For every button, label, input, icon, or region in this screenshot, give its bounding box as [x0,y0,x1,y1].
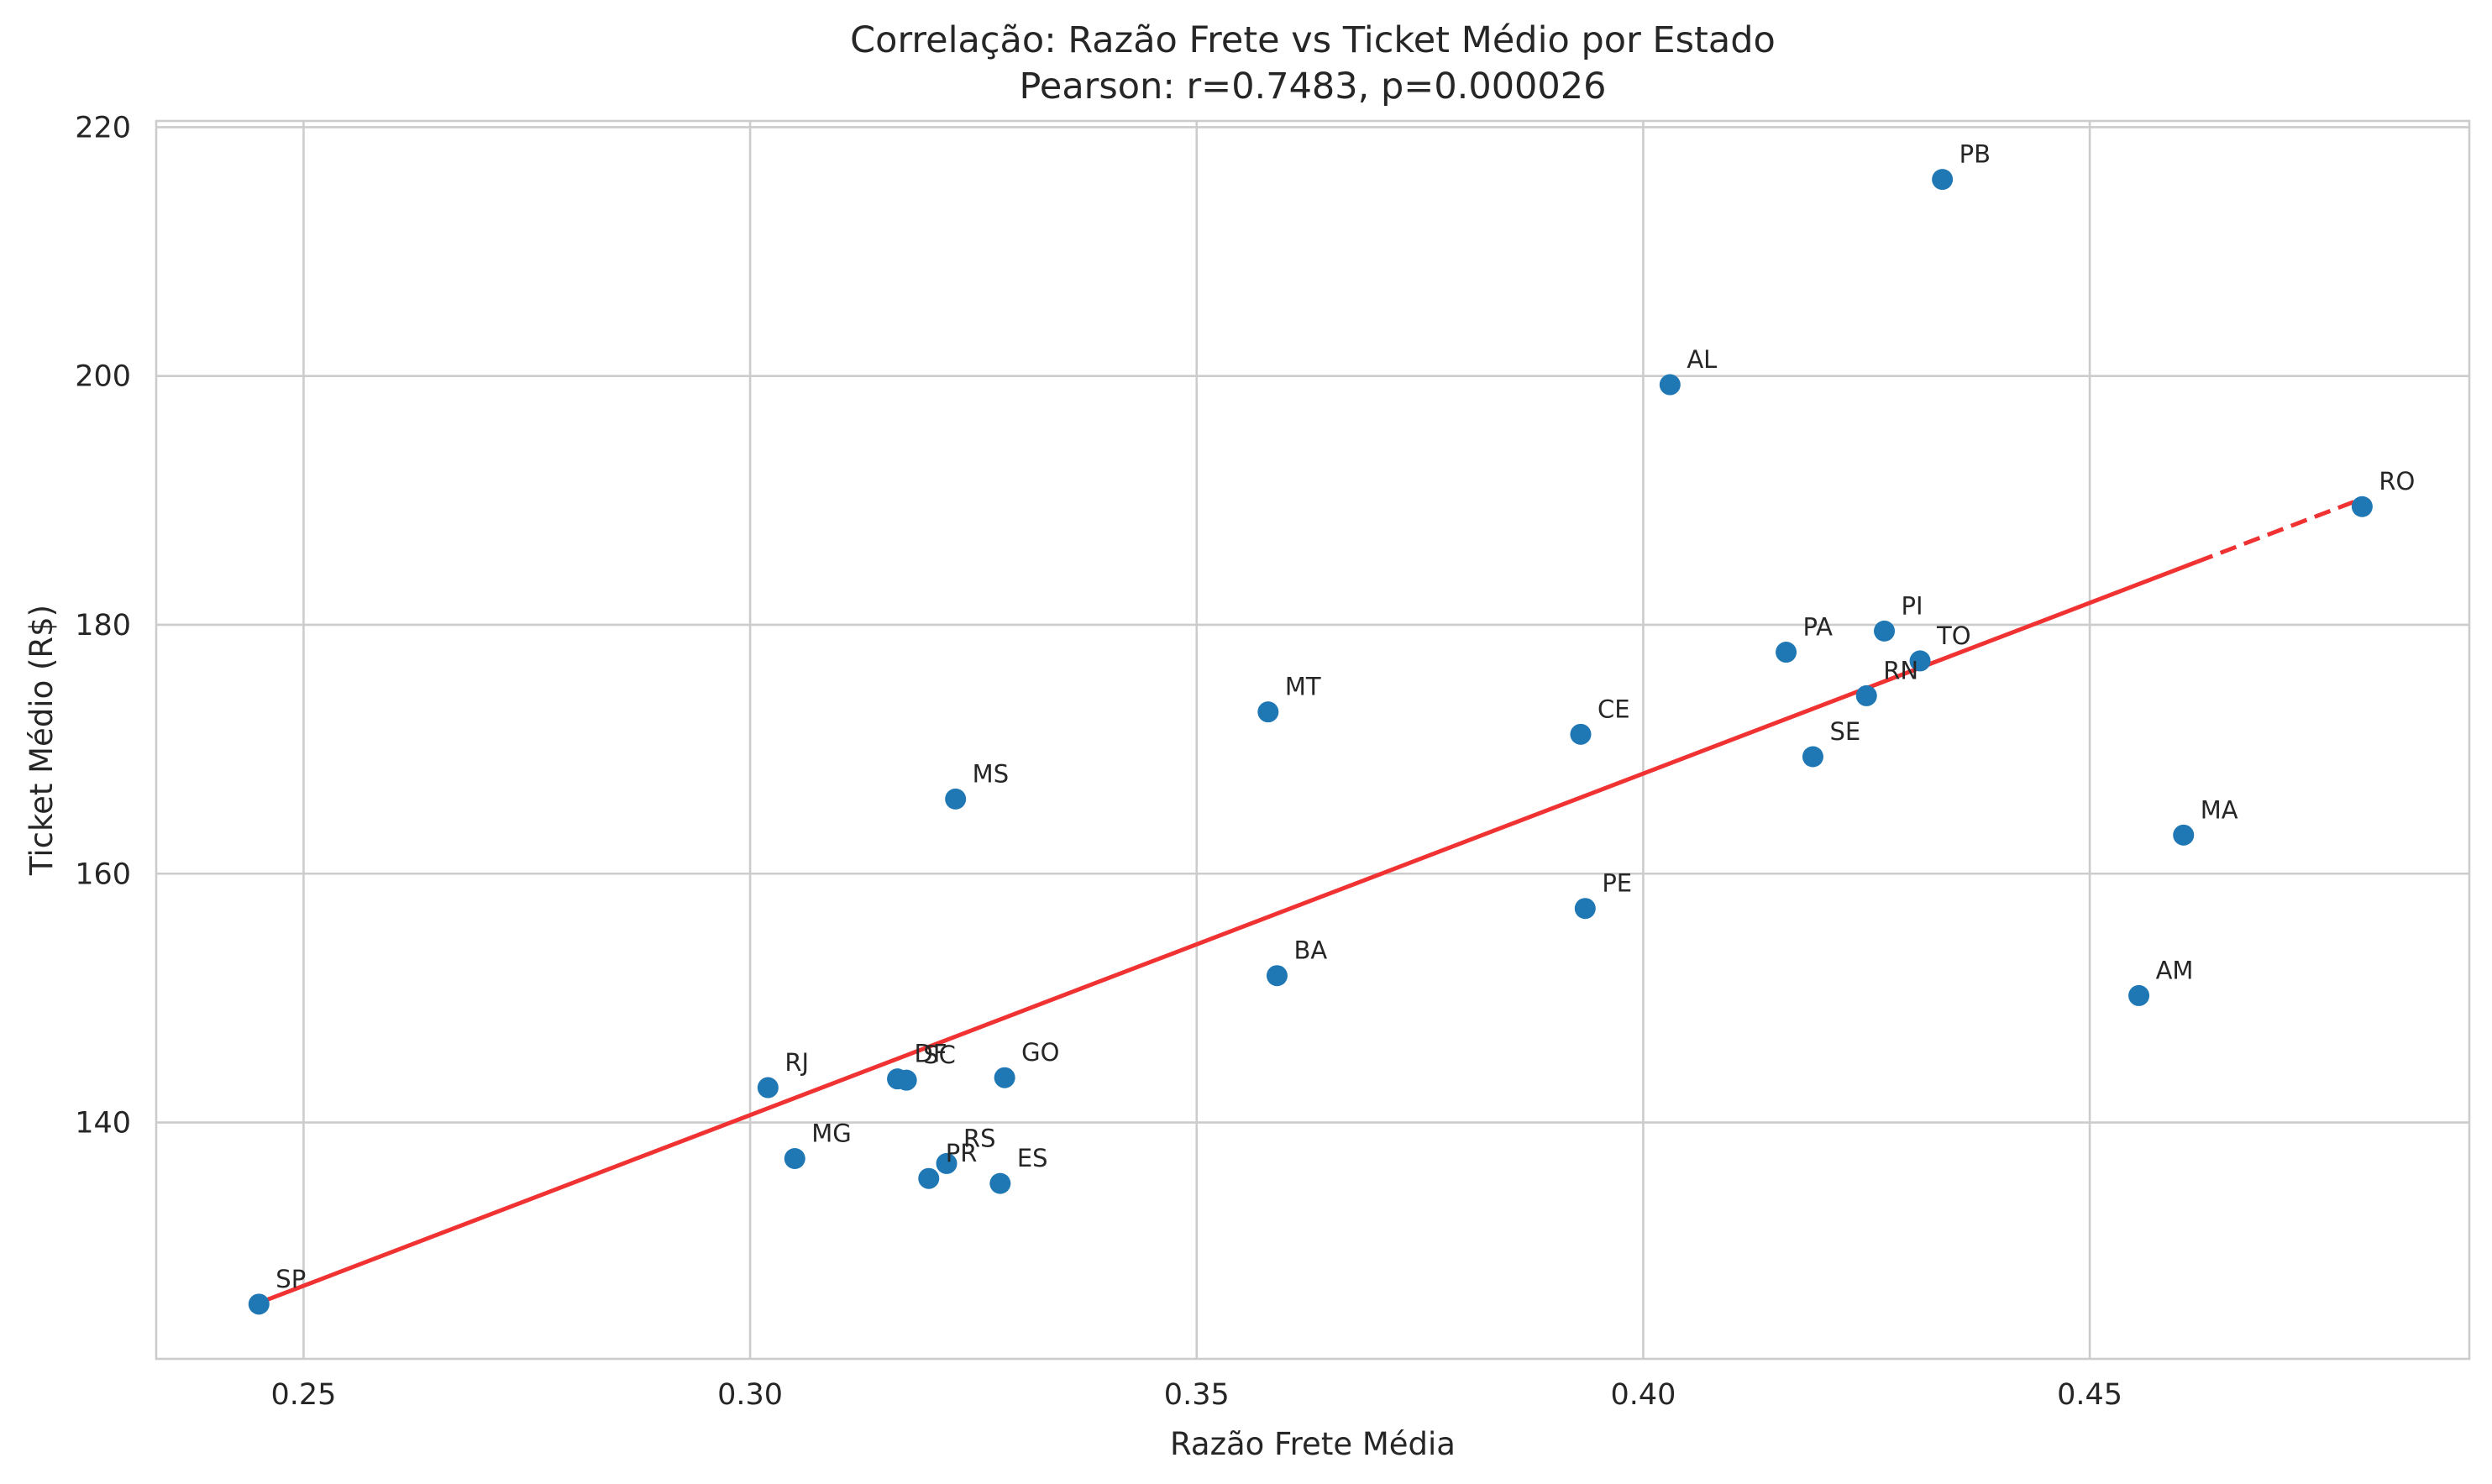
x-tick-label: 0.40 [1610,1378,1676,1412]
chart-subtitle: Pearson: r=0.7483, p=0.000026 [1019,66,1606,107]
x-axis-label: Razão Frete Média [1170,1426,1456,1462]
data-point-pi [1874,620,1896,642]
y-tick-label: 180 [75,609,131,642]
point-label-ce: CE [1598,695,1630,723]
data-point-sc [895,1069,917,1091]
axis-ticks: 0.25 0.30 0.35 0.40 0.45 140 160 180 200 220 [75,111,2122,1412]
data-point-rs [936,1152,957,1174]
point-label-am: AM [2156,956,2194,984]
x-tick-label: 0.25 [270,1378,336,1412]
point-label-mt: MT [1285,673,1321,701]
y-tick-label: 220 [75,111,131,144]
data-point-pb [1932,169,1954,191]
point-label-go: GO [1021,1038,1059,1067]
data-point-am [2128,984,2150,1006]
data-point-al [1659,374,1681,396]
y-tick-label: 160 [75,857,131,891]
trend-line-group [258,498,2358,1305]
data-point-rj [757,1077,779,1099]
data-points [248,169,2373,1315]
trend-line [258,559,2198,1305]
grid [156,121,2469,1359]
x-tick-label: 0.30 [717,1378,783,1412]
point-label-mg: MG [811,1119,852,1147]
point-label-pe: PE [1602,869,1632,898]
point-label-ms: MS [973,759,1009,788]
data-point-go [994,1067,1015,1088]
data-point-mg [784,1147,805,1169]
point-label-pb: PB [1959,140,1991,169]
y-tick-label: 200 [75,360,131,394]
point-label-rs: RS [963,1124,996,1152]
data-point-ma [2173,824,2195,846]
point-label-sc: SC [923,1041,956,1069]
chart-title: Correlação: Razão Frete vs Ticket Médio … [850,19,1776,61]
point-label-sp: SP [275,1265,306,1293]
y-axis-label: Ticket Médio (R$) [24,605,60,876]
x-tick-label: 0.35 [1164,1378,1230,1412]
point-label-pr: PR [946,1139,978,1167]
data-point-ro [2351,496,2373,517]
data-point-es [989,1172,1011,1194]
y-tick-label: 140 [75,1107,131,1141]
data-point-ce [1570,723,1592,745]
point-label-ma: MA [2201,795,2238,824]
plot-area-frame [155,119,2471,1361]
point-label-es: ES [1017,1144,1048,1172]
data-point-se [1802,746,1823,768]
point-label-ba: BA [1293,936,1327,965]
point-label-se: SE [1829,717,1860,746]
data-point-ms [945,788,967,810]
point-label-pa: PA [1803,613,1834,642]
point-label-df: DF [915,1040,947,1068]
point-label-pi: PI [1902,591,1923,620]
data-point-pe [1574,898,1596,920]
data-point-pa [1776,642,1797,663]
point-label-to: TO [1936,621,1971,650]
data-point-pr [918,1167,940,1189]
trend-line-dashed [2196,498,2358,564]
point-label-al: AL [1687,345,1717,374]
data-point-mt [1257,701,1279,723]
data-point-ba [1266,965,1288,987]
data-point-rn [1855,684,1877,706]
x-tick-label: 0.45 [2057,1378,2122,1412]
data-point-to [1909,650,1931,672]
data-point-sp [248,1293,270,1315]
point-label-rj: RJ [784,1048,809,1077]
point-label-ro: RO [2379,467,2415,496]
point-label-rn: RN [1883,656,1918,684]
